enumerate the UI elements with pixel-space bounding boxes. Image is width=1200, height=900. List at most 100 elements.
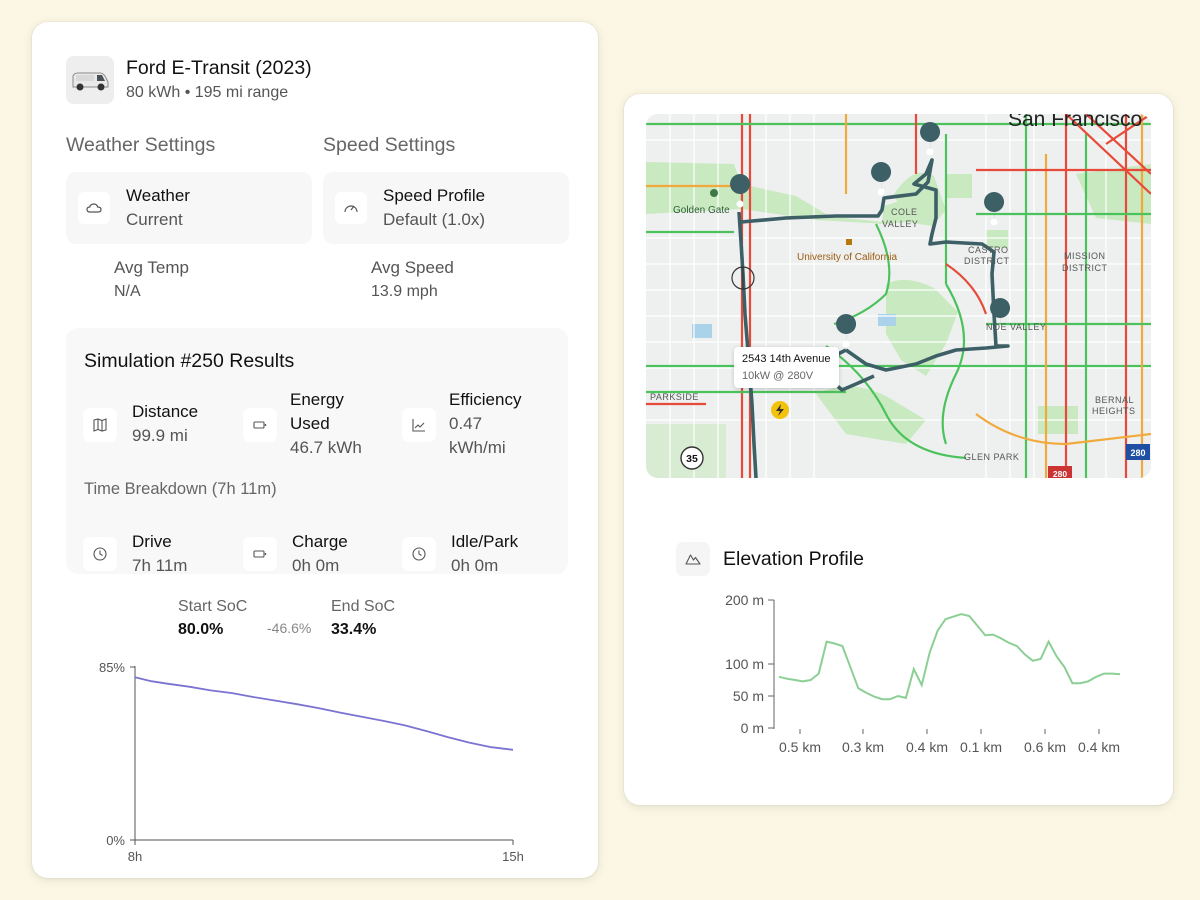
y-tick-label: 0% <box>106 833 125 848</box>
map-pin[interactable] <box>990 298 1011 338</box>
x-tick-label: 0.5 km <box>779 739 821 755</box>
idle-park-label: Idle/Park <box>451 532 519 551</box>
elevation-series-line <box>778 613 1121 701</box>
charge-label: Charge <box>292 532 348 551</box>
route-35-shield <box>680 446 704 470</box>
battery-icon <box>243 537 277 571</box>
clock-icon <box>83 537 117 571</box>
drive-label: Drive <box>132 532 172 551</box>
weather-settings-heading: Weather Settings <box>66 134 216 156</box>
x-tick-label: 8h <box>128 849 142 864</box>
idle-park-value: 0h 0m <box>451 556 499 575</box>
tooltip-charger: 10kW @ 280V <box>742 370 814 382</box>
castro-label: CASTRO DISTRICT <box>964 245 1010 266</box>
y-tick-label: 100 m <box>725 656 764 672</box>
distance-label: Distance <box>132 402 199 421</box>
time-breakdown-label: Time Breakdown (7h 11m) <box>84 480 277 498</box>
cole-valley-label: COLE VALLEY <box>882 207 918 229</box>
speed-profile-value: Default (1.0x) <box>383 210 486 229</box>
efficiency-value: 0.47 kWh/mi <box>449 414 506 457</box>
chart-icon <box>402 408 436 442</box>
results-panel: Simulation #250 Results Distance 99.9 mi… <box>66 328 568 575</box>
weather-value: Current <box>126 210 183 229</box>
traffic-layer <box>646 114 1151 478</box>
x-tick-label: 0.4 km <box>906 739 948 755</box>
weather-tile[interactable]: Weather Current <box>66 172 312 244</box>
mountain-icon <box>676 542 710 576</box>
vehicle-spec: 80 kWh • 195 mi range <box>126 84 289 101</box>
y-tick-label: 85% <box>99 660 125 675</box>
route-card: 35 280 280 San Francisco Golden Gate Uni… <box>624 94 1173 805</box>
university-label: University of California <box>797 252 897 263</box>
noe-valley-label: NOE VALLEY <box>986 322 1046 332</box>
soc-series-line <box>134 676 514 751</box>
avg-temp-value: N/A <box>114 283 141 300</box>
poi-icon <box>710 189 718 197</box>
park-area <box>816 386 926 444</box>
energy-used-label: Energy Used <box>290 390 344 433</box>
simulation-card: Ford E-Transit (2023) 80 kWh • 195 mi ra… <box>32 22 598 878</box>
sutro-forest <box>886 279 958 376</box>
interstate-280-shield <box>1126 444 1150 460</box>
x-tick-label: 0.6 km <box>1024 739 1066 755</box>
gauge-icon <box>335 192 367 224</box>
bernal-label: BERNAL HEIGHTS <box>1092 395 1136 416</box>
cloud-icon <box>78 192 110 224</box>
elevation-title: Elevation Profile <box>723 548 864 570</box>
results-title: Simulation #250 Results <box>84 350 295 372</box>
glen-park-label: GLEN PARK <box>964 452 1019 462</box>
efficiency-label: Efficiency <box>449 390 522 409</box>
parkside-label: PARKSIDE <box>650 392 699 402</box>
speed-profile-tile[interactable]: Speed Profile Default (1.0x) <box>323 172 569 244</box>
interstate-280-shield <box>1048 466 1072 478</box>
park-area <box>986 230 1008 248</box>
charger-tooltip: 2543 14th Avenue 10kW @ 280V <box>734 347 839 388</box>
soc-chart: 85% 0% 8h 15h <box>99 660 524 864</box>
start-soc-label: Start SoC <box>178 598 248 615</box>
end-soc-label: End SoC <box>331 598 396 615</box>
end-soc-value: 33.4% <box>331 621 377 638</box>
avg-temp-label: Avg Temp <box>114 258 189 277</box>
interstate-280-label: 280 <box>1053 469 1067 478</box>
park-area <box>1076 164 1151 224</box>
drive-value: 7h 11m <box>132 556 188 575</box>
weather-label: Weather <box>126 186 190 205</box>
golden-gate-label: Golden Gate <box>673 205 730 216</box>
speed-settings-heading: Speed Settings <box>323 134 456 156</box>
x-tick-label: 15h <box>502 849 524 864</box>
x-tick-label: 0.3 km <box>842 739 884 755</box>
avg-speed-label: Avg Speed <box>371 258 454 277</box>
map-pin[interactable] <box>984 192 1005 232</box>
water-area <box>692 324 712 338</box>
x-tick-label: 0.4 km <box>1078 739 1120 755</box>
start-soc-value: 80.0% <box>178 621 224 638</box>
route-35-label: 35 <box>686 453 698 465</box>
route-map[interactable]: 35 280 280 San Francisco Golden Gate Uni… <box>646 114 1151 478</box>
map-pin[interactable] <box>920 122 941 162</box>
golden-gate-park <box>646 162 918 224</box>
distance-value: 99.9 mi <box>132 426 188 445</box>
vehicle-name: Ford E-Transit (2023) <box>126 57 312 79</box>
map-pin[interactable] <box>871 162 892 202</box>
city-label: San Francisco <box>1008 114 1142 131</box>
park-area <box>946 174 972 198</box>
y-tick-label: 200 m <box>725 592 764 608</box>
van-icon <box>66 56 114 104</box>
interstate-280-label: 280 <box>1130 448 1145 458</box>
clock-icon <box>402 537 436 571</box>
avg-speed-value: 13.9 mph <box>371 283 438 300</box>
tooltip-address: 2543 14th Avenue <box>742 353 831 365</box>
map-pin[interactable] <box>836 314 857 354</box>
map-pin[interactable] <box>730 174 751 214</box>
y-tick-label: 50 m <box>733 688 764 704</box>
y-tick-label: 0 m <box>741 720 764 736</box>
elevation-chart: 200 m 100 m 50 m 0 m 0.5 km 0.3 km 0.4 km 0.1 … <box>725 592 1121 755</box>
charge-value: 0h 0m <box>292 556 340 575</box>
x-tick-label: 0.1 km <box>960 739 1002 755</box>
mission-label: MISSION DISTRICT <box>1062 251 1108 273</box>
water-area <box>878 314 896 326</box>
soc-delta: -46.6% <box>267 620 312 636</box>
speed-profile-label: Speed Profile <box>383 186 486 205</box>
energy-used-value: 46.7 kWh <box>290 438 362 457</box>
map-icon <box>83 408 117 442</box>
